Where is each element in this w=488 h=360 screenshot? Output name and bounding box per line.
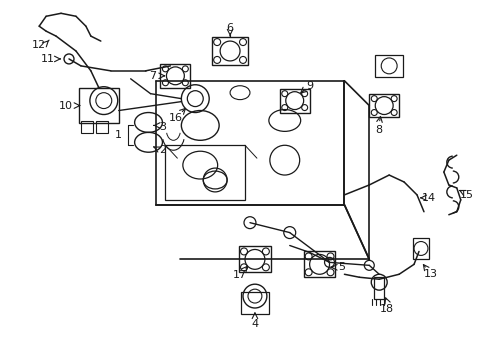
Text: 4: 4 [251,319,258,329]
Bar [160,64,190,88]
Bar [374,55,402,77]
Text: 3: 3 [159,122,165,132]
Bar [373,277,384,299]
Text: 9: 9 [305,81,312,91]
Text: 18: 18 [379,304,393,314]
Text: 13: 13 [423,269,437,279]
Bar [212,37,247,65]
Text: 2: 2 [159,145,166,155]
Text: 16: 16 [168,113,182,123]
Bar [239,247,270,272]
Bar [165,145,244,200]
Bar [241,292,268,314]
Bar [279,89,309,113]
Text: 11: 11 [41,54,55,64]
Text: 15: 15 [459,190,473,200]
Text: 1: 1 [115,130,122,140]
Text: 12: 12 [32,40,46,50]
Text: 6: 6 [226,23,233,33]
Text: 5: 5 [337,262,344,272]
Bar [412,238,428,260]
Text: 14: 14 [421,193,435,203]
Text: 10: 10 [59,100,73,111]
Bar [368,94,398,117]
Bar [303,251,335,277]
Text: 17: 17 [232,270,246,280]
Bar [79,88,119,123]
Text: 8: 8 [375,125,382,135]
Bar [96,121,107,133]
Text: 7: 7 [149,71,156,81]
Bar [81,121,93,133]
